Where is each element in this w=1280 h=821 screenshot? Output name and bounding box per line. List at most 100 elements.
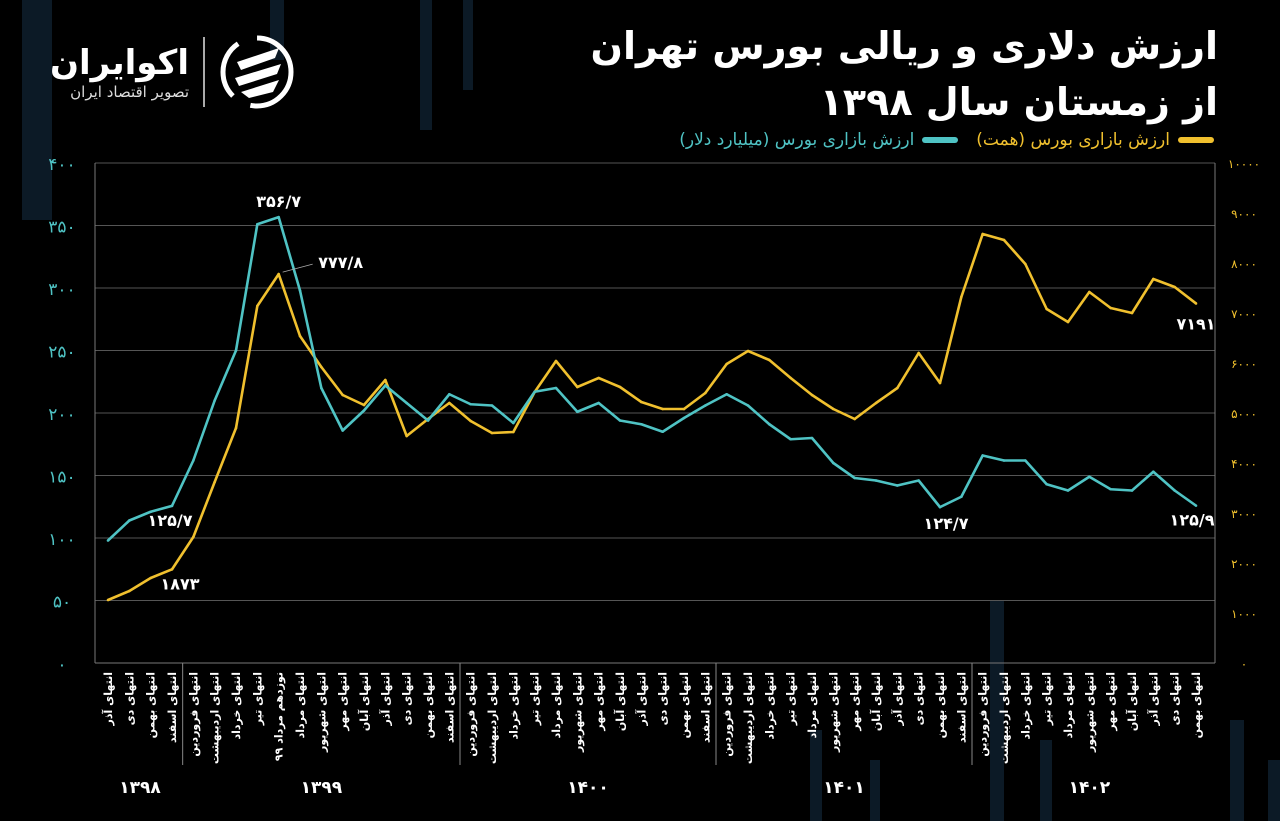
data-point (405, 434, 408, 438)
data-point (960, 295, 963, 299)
data-point (128, 519, 131, 522)
x-tick-label: انتهای خرداد (230, 672, 243, 740)
legend-label-rial: ارزش بازاری بورس (همت) (976, 130, 1170, 150)
left-tick-label: ۳۰۰ (48, 280, 75, 300)
legend: ارزش بازاری بورس (همت) ارزش بازاری بورس … (679, 130, 1214, 150)
right-tick-label: ۳۰۰۰ (1231, 507, 1257, 521)
data-point (512, 430, 515, 434)
data-point (1130, 311, 1134, 315)
x-tick-label: انتهای شهریور (315, 672, 328, 753)
data-point (192, 459, 195, 462)
data-point (725, 362, 728, 366)
x-tick-label: انتهای مرداد (1062, 672, 1075, 738)
data-point (234, 349, 238, 352)
background-bar (1268, 760, 1280, 821)
background-bar (1230, 720, 1244, 821)
background-bar (463, 0, 473, 90)
x-tick-label: انتهای دی (1169, 672, 1182, 725)
data-point (960, 495, 963, 499)
data-point (448, 392, 451, 396)
annotation-label: ۷۷۷/۸ (318, 253, 363, 272)
x-tick-label: انتهای اسفند (955, 672, 968, 743)
x-tick-label: انتهای آبان (357, 672, 371, 731)
x-tick-label: انتهای اسفند (699, 672, 712, 743)
left-tick-label: ۱۵۰ (48, 468, 75, 488)
data-point (384, 384, 387, 387)
data-point (1152, 277, 1155, 281)
data-point (469, 419, 472, 423)
x-tick-label: انتهای اردیبهشت (209, 672, 222, 764)
annotation-label: ۱۲۵/۷ (148, 511, 193, 530)
data-point (170, 568, 174, 571)
x-tick-label: انتهای اردیبهشت (998, 672, 1011, 764)
data-point (298, 334, 302, 338)
x-tick-label: انتهای خرداد (1019, 672, 1032, 740)
series-line-0 (107, 232, 1197, 602)
data-point (362, 403, 366, 407)
x-tick-label: انتهای بهمن (422, 672, 435, 738)
x-tick-label: انتهای تیر (529, 672, 542, 726)
data-point (832, 407, 835, 411)
x-tick-label: انتهای اسفند (443, 672, 456, 743)
legend-swatch-rial (1178, 137, 1214, 143)
x-tick-label: انتهای شهریور (1083, 672, 1096, 753)
data-point (170, 504, 174, 508)
annotation-label: ۱۲۵/۹ (1170, 511, 1215, 530)
x-tick-label: انتهای بهمن (678, 672, 691, 738)
data-point (917, 351, 920, 355)
x-tick-label: انتهای فروردین (465, 672, 478, 757)
data-point (1109, 306, 1112, 310)
chart-title: ارزش دلاری و ریالی بورس تهران (590, 24, 1218, 68)
data-point (1002, 238, 1006, 242)
data-point (192, 535, 195, 539)
data-point (981, 232, 984, 236)
x-tick-label: انتهای بهمن (934, 672, 947, 738)
data-point (1130, 489, 1134, 492)
x-tick-label: انتهای اردیبهشت (486, 672, 499, 764)
data-point (746, 349, 750, 353)
brand-name: اکوایران (50, 43, 189, 83)
x-tick-label: انتهای دی (123, 672, 136, 725)
annotation-label: ۳۵۶/۷ (256, 192, 301, 211)
data-point (981, 454, 984, 457)
x-tick-label: انتهای اردیبهشت (742, 672, 755, 764)
data-point (661, 430, 664, 434)
data-point (832, 461, 835, 465)
data-point (874, 401, 878, 405)
data-point (704, 404, 707, 407)
data-point (256, 222, 259, 226)
data-point (213, 480, 216, 484)
left-tick-label: ۲۵۰ (48, 343, 75, 363)
right-tick-label: ۱۰۰۰ (1231, 607, 1257, 621)
data-point (682, 407, 686, 411)
x-tick-label: انتهای تیر (785, 672, 798, 726)
data-point (277, 215, 280, 219)
data-point (1045, 307, 1048, 311)
data-point (149, 510, 152, 514)
data-point (597, 376, 600, 380)
data-point (768, 358, 771, 362)
data-point (853, 476, 856, 480)
x-tick-label: انتهای آذر (101, 672, 115, 726)
swoosh-logo-icon (220, 35, 294, 109)
right-tick-label: ۲۰۰۰ (1231, 557, 1257, 571)
data-point (1088, 475, 1091, 479)
x-tick-label: انتهای فروردین (187, 672, 200, 757)
data-point (938, 381, 942, 385)
x-tick-label: انتهای بهمن (145, 672, 158, 738)
x-tick-label: انتهای مرداد (294, 672, 307, 738)
data-point (213, 399, 216, 402)
data-point (1088, 290, 1091, 294)
x-tick-label: انتهای شهریور (827, 672, 840, 753)
data-point (896, 484, 899, 487)
annotation-leader (282, 263, 313, 273)
x-tick-label: انتهای آبان (613, 672, 627, 731)
data-point (682, 416, 686, 420)
year-label: ۱۳۹۹ (301, 778, 343, 798)
data-point (554, 359, 558, 363)
data-point (810, 393, 814, 397)
left-tick-label: ۴۰۰ (48, 155, 75, 175)
year-label: ۱۴۰۲ (1069, 778, 1111, 798)
data-point (384, 378, 387, 382)
